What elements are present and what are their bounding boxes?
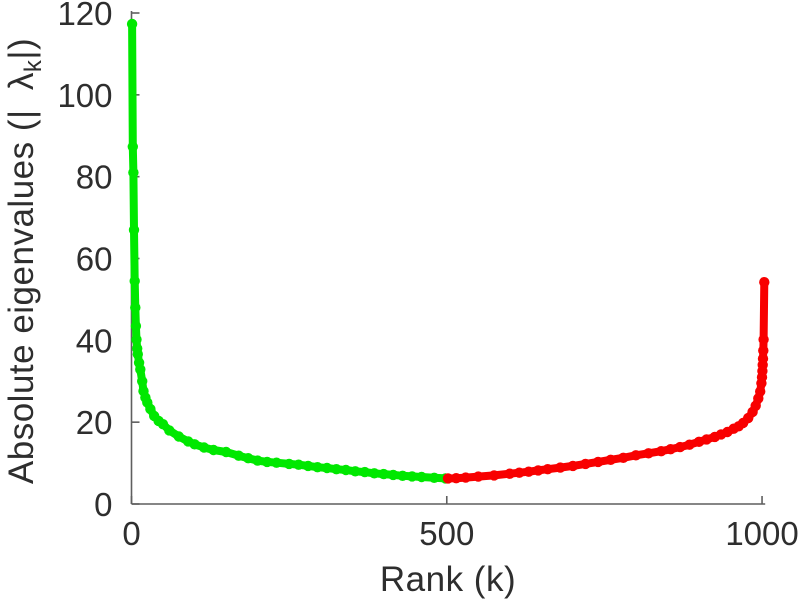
series-marker-eigenvalues-second-half-red [580,458,591,470]
series-marker-eigenvalues-first-half-green [243,453,254,464]
series-marker-eigenvalues-first-half-green [388,469,399,481]
series-line-eigenvalues-second-half-red [444,278,769,483]
series-marker-eigenvalues-second-half-red [665,444,676,455]
series-marker-eigenvalues-second-half-red [656,446,667,457]
series-marker-eigenvalues-first-half-green [130,302,141,313]
series-marker-eigenvalues-second-half-red [473,471,484,482]
series-marker-eigenvalues-first-half-green [198,442,210,453]
series-marker-eigenvalues-second-half-red [605,454,616,465]
series-marker-eigenvalues-second-half-red [674,441,686,453]
series-marker-eigenvalues-second-half-red [460,472,471,483]
x-tick-label: 1000 [725,515,798,552]
series-marker-eigenvalues-first-half-green [312,462,323,473]
series-marker-eigenvalues-second-half-red [451,473,462,484]
series-marker-eigenvalues-second-half-red [523,466,534,477]
y-tick-label: 120 [57,0,112,32]
series-marker-eigenvalues-second-half-red [567,460,579,472]
series-marker-eigenvalues-second-half-red [542,464,553,475]
series-marker-eigenvalues-second-half-red [758,334,769,345]
series-marker-eigenvalues-first-half-green [293,459,304,470]
series-marker-eigenvalues-second-half-red [514,467,525,478]
series-marker-eigenvalues-first-half-green [173,431,184,442]
series-marker-eigenvalues-second-half-red [758,345,769,356]
series-marker-eigenvalues-first-half-green [378,468,389,480]
series-marker-eigenvalues-first-half-green [321,462,333,474]
series-marker-eigenvalues-second-half-red [555,462,566,473]
series-marker-eigenvalues-first-half-green [359,466,370,478]
series-marker-eigenvalues-second-half-red [618,452,629,463]
series-marker-eigenvalues-first-half-green [129,275,140,287]
series-marker-eigenvalues-second-half-red [592,456,604,468]
y-axis-title: Absolute eigenvalues (| λk|) [1,15,47,507]
series-marker-eigenvalues-first-half-green [331,464,342,475]
y-axis-title-suffix: |) [2,37,41,60]
series-marker-eigenvalues-first-half-green [128,224,140,236]
series-marker-eigenvalues-first-half-green [137,376,148,387]
y-tick-label: 100 [57,77,112,114]
series-marker-eigenvalues-second-half-red [630,450,642,461]
series-marker-eigenvalues-first-half-green [416,471,427,483]
y-tick-label: 80 [76,159,113,196]
y-tick-label: 40 [76,322,113,359]
lambda-subscript-k: k [20,59,47,73]
series-marker-eigenvalues-first-half-green [252,455,263,466]
series-marker-eigenvalues-second-half-red [442,473,454,484]
series-marker-eigenvalues-first-half-green [164,425,175,436]
series-marker-eigenvalues-first-half-green [233,450,244,461]
y-tick-label: 0 [94,486,112,523]
x-tick-label: 0 [122,515,140,552]
series-marker-eigenvalues-first-half-green [132,349,143,360]
series-marker-eigenvalues-first-half-green [283,458,295,470]
series-marker-eigenvalues-second-half-red [504,468,515,479]
y-tick-label: 20 [76,404,113,441]
lambda-symbol: λ [2,72,41,91]
series-marker-eigenvalues-second-half-red [684,439,695,450]
series-marker-eigenvalues-second-half-red [643,448,654,459]
series-line-eigenvalues-first-half-green [128,20,450,483]
series-marker-eigenvalues-first-half-green [350,466,361,477]
series-marker-eigenvalues-first-half-green [135,364,146,375]
series-marker-eigenvalues-first-half-green [406,471,418,482]
series-marker-eigenvalues-second-half-red [759,277,770,288]
series-marker-eigenvalues-first-half-green [271,457,282,468]
series-marker-eigenvalues-first-half-green [340,464,352,476]
x-tick-label: 500 [419,515,474,552]
y-axis-title-prefix: Absolute eigenvalues (| [2,109,41,485]
series-marker-eigenvalues-second-half-red [757,353,769,364]
series-marker-eigenvalues-first-half-green [189,439,200,450]
series-marker-eigenvalues-first-half-green [131,334,142,345]
series-marker-eigenvalues-first-half-green [130,320,142,332]
series-marker-eigenvalues-first-half-green [208,444,219,456]
series-marker-eigenvalues-second-half-red [488,470,500,481]
series-marker-eigenvalues-first-half-green [429,472,440,483]
series-marker-eigenvalues-first-half-green [397,470,408,481]
series-marker-eigenvalues-first-half-green [128,167,139,178]
series-marker-eigenvalues-first-half-green [261,456,273,468]
y-tick-label: 60 [76,241,113,278]
x-axis-title: Rank (k) [379,560,517,599]
series-marker-eigenvalues-first-half-green [302,460,314,472]
series-marker-eigenvalues-second-half-red [701,434,712,445]
series-marker-eigenvalues-second-half-red [533,465,544,476]
series-marker-eigenvalues-first-half-green [127,141,138,152]
series-marker-eigenvalues-first-half-green [369,468,380,479]
series-marker-eigenvalues-first-half-green [220,446,232,458]
series-marker-eigenvalues-first-half-green [126,18,138,30]
series-marker-eigenvalues-second-half-red [755,386,766,397]
